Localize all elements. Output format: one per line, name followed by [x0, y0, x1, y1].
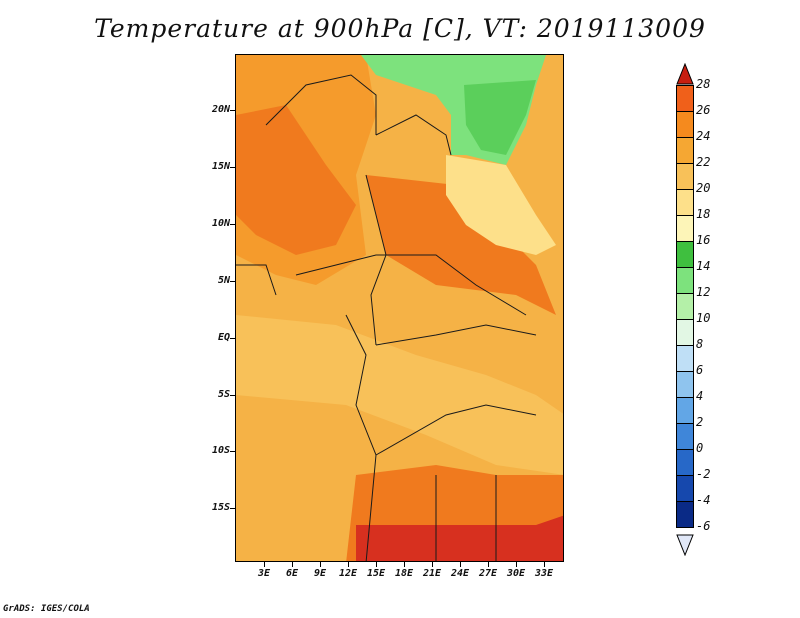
- temperature-field: [236, 55, 563, 561]
- x-tick: [432, 562, 433, 567]
- colorbar-label: 18: [696, 207, 711, 221]
- colorbar-cell: [676, 215, 694, 242]
- x-label-15e: 15E: [366, 568, 386, 579]
- y-label-5s: 5S: [217, 389, 230, 400]
- colorbar-label: 24: [696, 129, 711, 143]
- colorbar-cell: [676, 319, 694, 346]
- colorbar-cell: [676, 423, 694, 450]
- y-label-10n: 10N: [211, 218, 230, 229]
- colorbar-label: -4: [696, 493, 711, 507]
- x-label-9e: 9E: [313, 568, 327, 579]
- colorbar-label: 14: [696, 259, 711, 273]
- y-label-15n: 15N: [211, 161, 230, 172]
- colorbar-cell: [676, 371, 694, 398]
- x-label-18e: 18E: [394, 568, 414, 579]
- colorbar-cell: [676, 345, 694, 372]
- colorbar-label: 10: [696, 311, 711, 325]
- y-tick: [230, 338, 235, 339]
- temperature-map: [235, 54, 564, 562]
- colorbar-label: 22: [696, 155, 711, 169]
- y-tick: [230, 451, 235, 452]
- colorbar-label: 8: [696, 337, 704, 351]
- colorbar-cell: [676, 475, 694, 502]
- x-tick: [488, 562, 489, 567]
- x-tick: [460, 562, 461, 567]
- colorbar-top-arrow: [676, 63, 694, 85]
- y-label-5n: 5N: [217, 275, 230, 286]
- colorbar-cell: [676, 189, 694, 216]
- x-label-12e: 12E: [338, 568, 358, 579]
- x-label-3e: 3E: [257, 568, 271, 579]
- y-tick: [230, 110, 235, 111]
- colorbar-cell: [676, 111, 694, 138]
- x-label-6e: 6E: [285, 568, 299, 579]
- y-tick: [230, 281, 235, 282]
- colorbar-cell: [676, 501, 694, 528]
- colorbar-label: 4: [696, 389, 704, 403]
- x-tick: [544, 562, 545, 567]
- colorbar-cell: [676, 163, 694, 190]
- colorbar-cell: [676, 293, 694, 320]
- x-label-33e: 33E: [534, 568, 554, 579]
- x-label-27e: 27E: [478, 568, 498, 579]
- colorbar-cell: [676, 241, 694, 268]
- colorbar-label: 12: [696, 285, 711, 299]
- y-tick: [230, 395, 235, 396]
- y-tick: [230, 167, 235, 168]
- colorbar-label: 16: [696, 233, 711, 247]
- y-label-10s: 10S: [211, 445, 230, 456]
- x-tick: [404, 562, 405, 567]
- colorbar-label: -2: [696, 467, 711, 481]
- colorbar-label: 6: [696, 363, 704, 377]
- y-label-20n: 20N: [211, 104, 230, 115]
- colorbar-cell: [676, 85, 694, 112]
- colorbar-label: 0: [696, 441, 704, 455]
- x-tick: [348, 562, 349, 567]
- y-label-eq: EQ: [217, 332, 230, 343]
- colorbar-label: 28: [696, 77, 711, 91]
- colorbar-cell: [676, 449, 694, 476]
- x-tick: [376, 562, 377, 567]
- colorbar-cell: [676, 397, 694, 424]
- x-label-21e: 21E: [422, 568, 442, 579]
- x-label-30e: 30E: [506, 568, 526, 579]
- y-tick: [230, 224, 235, 225]
- x-tick: [264, 562, 265, 567]
- colorbar-cell: [676, 137, 694, 164]
- colorbar-label: 2: [696, 415, 704, 429]
- colorbar-cell: [676, 267, 694, 294]
- footer-credit: GrADS: IGES/COLA: [3, 604, 90, 614]
- colorbar-label: 20: [696, 181, 711, 195]
- y-tick: [230, 508, 235, 509]
- x-label-24e: 24E: [450, 568, 470, 579]
- x-tick: [320, 562, 321, 567]
- colorbar-label: -6: [696, 519, 711, 533]
- y-label-15s: 15S: [211, 502, 230, 513]
- colorbar-bottom-arrow: [676, 534, 694, 556]
- x-tick: [516, 562, 517, 567]
- x-tick: [292, 562, 293, 567]
- colorbar-label: 26: [696, 103, 711, 117]
- map-title: Temperature at 900hPa [C], VT: 201911300…: [94, 14, 706, 43]
